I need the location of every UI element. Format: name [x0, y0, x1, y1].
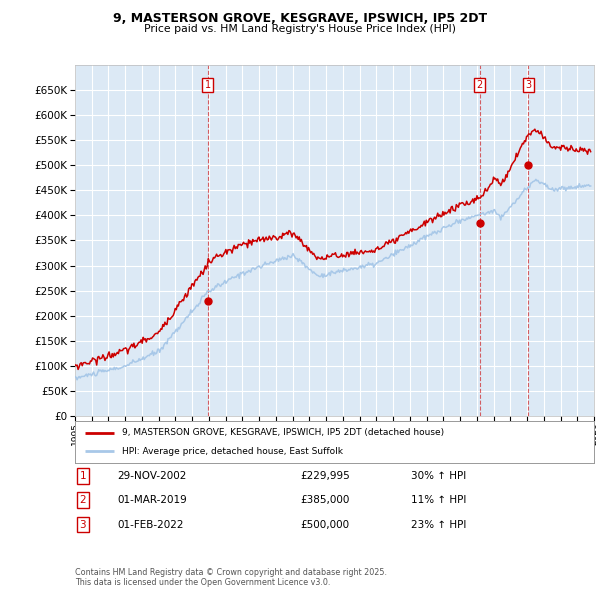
Text: 3: 3: [526, 80, 532, 90]
Text: 1: 1: [79, 471, 86, 481]
Text: 29-NOV-2002: 29-NOV-2002: [117, 471, 187, 481]
Text: 30% ↑ HPI: 30% ↑ HPI: [411, 471, 466, 481]
Text: HPI: Average price, detached house, East Suffolk: HPI: Average price, detached house, East…: [122, 447, 343, 455]
Text: 1: 1: [205, 80, 211, 90]
Text: 23% ↑ HPI: 23% ↑ HPI: [411, 520, 466, 529]
Text: 11% ↑ HPI: 11% ↑ HPI: [411, 496, 466, 505]
Text: £385,000: £385,000: [300, 496, 349, 505]
Text: 3: 3: [79, 520, 86, 529]
Text: 01-MAR-2019: 01-MAR-2019: [117, 496, 187, 505]
Text: Price paid vs. HM Land Registry's House Price Index (HPI): Price paid vs. HM Land Registry's House …: [144, 24, 456, 34]
Text: £500,000: £500,000: [300, 520, 349, 529]
Text: 9, MASTERSON GROVE, KESGRAVE, IPSWICH, IP5 2DT (detached house): 9, MASTERSON GROVE, KESGRAVE, IPSWICH, I…: [122, 428, 444, 437]
Text: 2: 2: [79, 496, 86, 505]
Text: £229,995: £229,995: [300, 471, 350, 481]
Text: 2: 2: [476, 80, 483, 90]
Text: 9, MASTERSON GROVE, KESGRAVE, IPSWICH, IP5 2DT: 9, MASTERSON GROVE, KESGRAVE, IPSWICH, I…: [113, 12, 487, 25]
Text: 01-FEB-2022: 01-FEB-2022: [117, 520, 184, 529]
Text: Contains HM Land Registry data © Crown copyright and database right 2025.
This d: Contains HM Land Registry data © Crown c…: [75, 568, 387, 587]
